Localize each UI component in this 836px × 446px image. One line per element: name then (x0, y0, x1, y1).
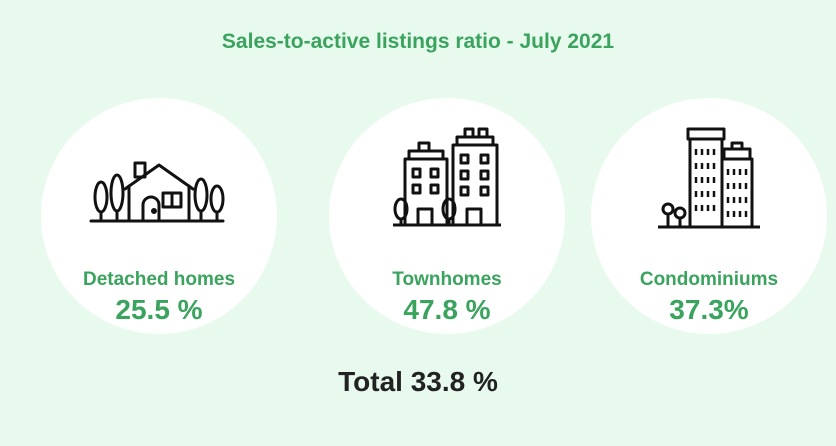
house-icon (89, 161, 225, 223)
detached-homes-value: 25.5 % (115, 294, 203, 325)
detached-homes-label: Detached homes (82, 269, 236, 290)
condominiums-value: 37.3% (669, 294, 749, 325)
detached-homes-card: Detached homes 25.5 % (41, 98, 277, 334)
townhomes-value: 47.8 % (403, 294, 491, 325)
condominiums-card: Condominiums 37.3% (591, 98, 827, 334)
page-title: Sales-to-active listings ratio - July 20… (221, 30, 615, 53)
townhomes-card: Townhomes 47.8 % (329, 98, 565, 334)
townhouse-buildings-icon (393, 127, 501, 227)
townhomes-label: Townhomes (392, 269, 502, 290)
condo-towers-icon (658, 127, 760, 229)
total-ratio: Total 33.8 % (338, 366, 498, 397)
condominiums-label: Condominiums (639, 269, 779, 290)
